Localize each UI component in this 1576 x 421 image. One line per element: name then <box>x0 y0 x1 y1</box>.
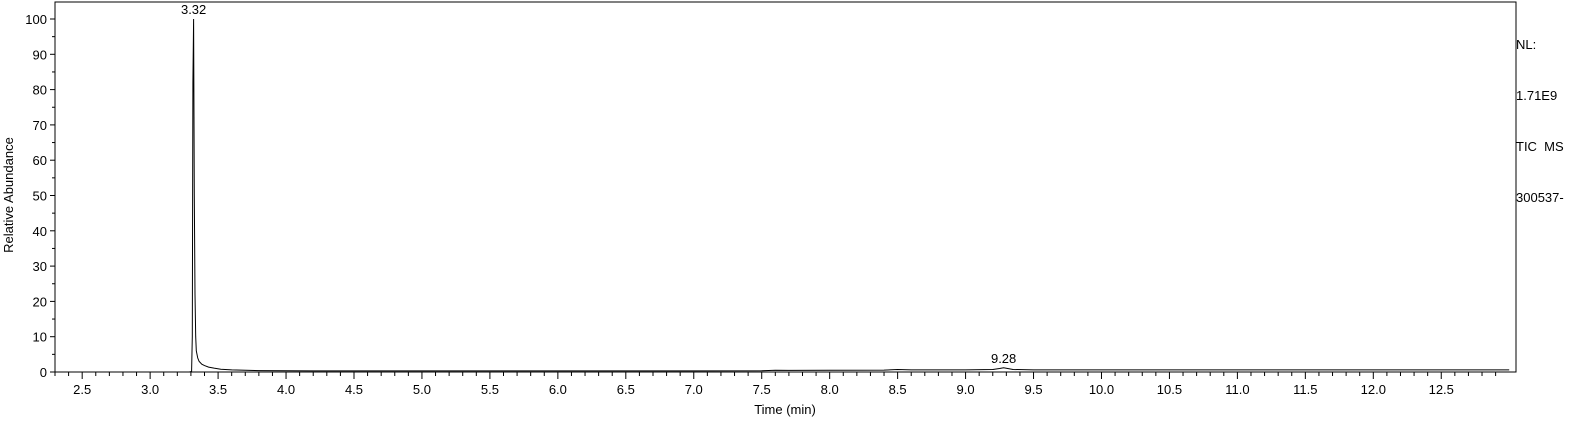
y-tick-label: 70 <box>33 118 47 133</box>
x-tick-label: 3.0 <box>141 382 159 397</box>
y-axis-label: Relative Abundance <box>1 137 16 253</box>
y-tick-label: 0 <box>40 365 47 380</box>
x-tick-label: 4.0 <box>277 382 295 397</box>
plot-area <box>54 1 1517 373</box>
x-tick-label: 9.5 <box>1024 382 1042 397</box>
x-tick-label: 5.5 <box>481 382 499 397</box>
file-name: 300537- <box>1516 190 1564 205</box>
x-tick-label: 12.5 <box>1429 382 1454 397</box>
series-layer <box>189 18 1510 373</box>
x-tick-label: 5.0 <box>413 382 431 397</box>
x-tick-label: 7.0 <box>685 382 703 397</box>
y-tick-label: 20 <box>33 294 47 309</box>
x-tick-label: 6.0 <box>549 382 567 397</box>
y-tick-label: 50 <box>33 189 47 204</box>
series-line <box>189 18 1510 373</box>
peak-label: 9.28 <box>991 351 1016 366</box>
y-tick-label: 60 <box>33 153 47 168</box>
x-tick-label: 6.5 <box>617 382 635 397</box>
scan-filter: TIC MS <box>1516 139 1564 154</box>
x-axis-label: Time (min) <box>754 402 816 417</box>
y-tick-label: 90 <box>33 47 47 62</box>
y-tick-label: 100 <box>25 12 47 27</box>
y-axis: 0 10 20 30 40 50 60 70 80 90 100 <box>25 12 55 380</box>
x-tick-label: 3.5 <box>209 382 227 397</box>
x-tick-label: 9.0 <box>957 382 975 397</box>
x-tick-label: 4.5 <box>345 382 363 397</box>
x-axis: 2.5 3.0 3.5 4.0 4.5 5.0 5.5 6.0 6.5 7.0 7.5 8.0 8.5 9… <box>54 372 1497 397</box>
nl-label: NL: <box>1516 37 1537 52</box>
x-tick-label: 11.0 <box>1225 382 1249 397</box>
plot-frame <box>54 1 1517 373</box>
x-tick-label: 7.5 <box>753 382 771 397</box>
x-tick-label: 8.5 <box>889 382 907 397</box>
peak-label: 3.32 <box>181 2 206 17</box>
x-tick-label: 10.0 <box>1089 382 1114 397</box>
y-tick-label: 10 <box>33 330 47 345</box>
annotation-layer: 3.32 9.28 <box>181 2 1016 366</box>
nl-value: 1.71E9 <box>1516 88 1558 103</box>
y-tick-label: 80 <box>33 83 47 98</box>
x-tick-label: 11.5 <box>1293 382 1317 397</box>
x-tick-label: 10.5 <box>1157 382 1182 397</box>
y-tick-label: 40 <box>33 224 47 239</box>
instrument-info: NL: 1.71E9 TIC MS 300537- <box>1516 2 1576 223</box>
y-tick-label: 30 <box>33 259 47 274</box>
x-tick-label: 12.0 <box>1361 382 1386 397</box>
x-tick-label: 2.5 <box>73 382 91 397</box>
x-tick-label: 8.0 <box>821 382 839 397</box>
